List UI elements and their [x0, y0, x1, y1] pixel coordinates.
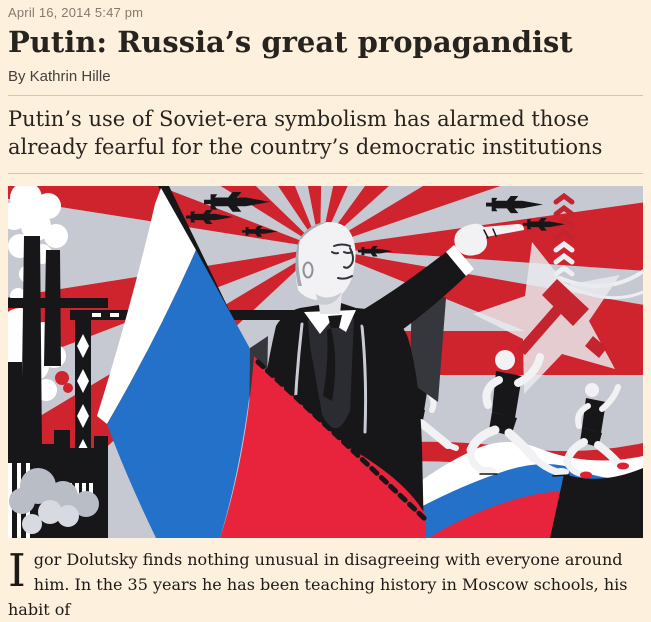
drop-cap: I	[8, 543, 26, 597]
pointing-arm	[356, 251, 466, 344]
divider-rule-top	[8, 94, 643, 96]
soviet-star-icon	[473, 241, 620, 394]
pointing-hand	[454, 223, 524, 256]
putin-head	[295, 221, 356, 302]
flag-red-drape	[220, 355, 429, 538]
body-text: gor Dolutsky finds nothing unusual in di…	[8, 549, 628, 619]
runner-center	[466, 349, 570, 477]
divider-rule-standfirst	[8, 172, 643, 174]
tie	[328, 314, 342, 328]
article-byline: By Kathrin Hille	[8, 67, 111, 85]
article-timestamp: April 16, 2014 5:47 pm	[8, 5, 144, 20]
article-headline: Putin: Russia’s great propagandist	[8, 25, 573, 59]
article-standfirst: Putin’s use of Soviet-era symbolism has …	[8, 106, 603, 160]
runner-right	[563, 382, 629, 479]
black-mound	[550, 467, 643, 538]
article-illustration	[8, 185, 643, 538]
